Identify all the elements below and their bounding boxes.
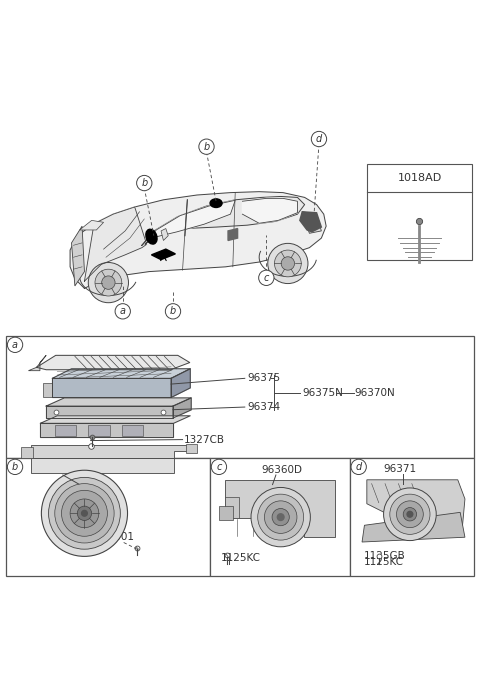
Circle shape bbox=[275, 250, 301, 277]
Text: 1018AD: 1018AD bbox=[397, 173, 442, 183]
Circle shape bbox=[70, 499, 99, 528]
Text: b: b bbox=[204, 142, 210, 151]
Text: a: a bbox=[12, 340, 18, 350]
Circle shape bbox=[396, 501, 423, 528]
Polygon shape bbox=[161, 228, 168, 241]
Text: 96360D: 96360D bbox=[262, 464, 302, 475]
Polygon shape bbox=[186, 444, 197, 454]
Polygon shape bbox=[70, 192, 326, 288]
Polygon shape bbox=[52, 369, 190, 379]
Bar bbox=[210, 458, 350, 576]
Circle shape bbox=[48, 477, 120, 549]
Circle shape bbox=[390, 494, 430, 535]
Circle shape bbox=[272, 509, 289, 526]
Circle shape bbox=[281, 256, 295, 270]
Bar bbox=[367, 164, 472, 260]
Polygon shape bbox=[31, 458, 174, 473]
Text: 1327CB: 1327CB bbox=[184, 434, 225, 445]
Polygon shape bbox=[142, 196, 305, 246]
Circle shape bbox=[251, 488, 311, 547]
Circle shape bbox=[258, 494, 304, 540]
Circle shape bbox=[259, 270, 274, 286]
Polygon shape bbox=[152, 249, 175, 260]
Polygon shape bbox=[122, 425, 144, 436]
Ellipse shape bbox=[210, 199, 222, 207]
Text: c: c bbox=[216, 462, 222, 472]
Text: b: b bbox=[141, 178, 147, 188]
Polygon shape bbox=[88, 425, 110, 436]
Polygon shape bbox=[36, 355, 190, 370]
Polygon shape bbox=[225, 496, 239, 518]
Text: 1125KC: 1125KC bbox=[363, 557, 404, 567]
Circle shape bbox=[199, 139, 214, 154]
Ellipse shape bbox=[146, 229, 157, 244]
Polygon shape bbox=[46, 398, 191, 406]
Text: 96301: 96301 bbox=[101, 532, 134, 542]
Text: 96375N: 96375N bbox=[302, 387, 343, 398]
Polygon shape bbox=[173, 398, 191, 418]
Circle shape bbox=[61, 490, 108, 536]
Polygon shape bbox=[40, 424, 173, 436]
Polygon shape bbox=[84, 207, 147, 281]
Circle shape bbox=[95, 269, 122, 296]
Circle shape bbox=[55, 484, 114, 543]
Polygon shape bbox=[300, 212, 322, 232]
Polygon shape bbox=[225, 480, 335, 537]
Bar bbox=[6, 458, 210, 576]
Bar bbox=[350, 458, 474, 576]
Polygon shape bbox=[242, 198, 298, 223]
Circle shape bbox=[312, 132, 326, 147]
Polygon shape bbox=[80, 220, 104, 230]
Polygon shape bbox=[171, 369, 190, 398]
Circle shape bbox=[137, 175, 152, 191]
Text: a: a bbox=[120, 306, 126, 316]
Polygon shape bbox=[219, 506, 233, 520]
Text: 96375: 96375 bbox=[247, 373, 280, 383]
Text: 1125GB: 1125GB bbox=[363, 551, 405, 561]
Text: 96374: 96374 bbox=[247, 402, 280, 412]
Text: b: b bbox=[12, 462, 18, 472]
Text: c: c bbox=[264, 273, 269, 283]
Polygon shape bbox=[302, 212, 322, 233]
Circle shape bbox=[88, 263, 129, 303]
Circle shape bbox=[211, 459, 227, 475]
Circle shape bbox=[277, 514, 284, 520]
Circle shape bbox=[351, 459, 366, 475]
Polygon shape bbox=[46, 406, 173, 418]
Circle shape bbox=[7, 337, 23, 353]
Circle shape bbox=[115, 303, 131, 319]
Circle shape bbox=[41, 470, 128, 557]
Bar bbox=[6, 336, 474, 458]
Text: 96371: 96371 bbox=[384, 464, 417, 474]
Text: d: d bbox=[356, 462, 362, 472]
Polygon shape bbox=[52, 379, 171, 398]
Polygon shape bbox=[21, 447, 33, 458]
Circle shape bbox=[82, 510, 87, 516]
Polygon shape bbox=[28, 355, 46, 371]
Text: 96370N: 96370N bbox=[355, 387, 396, 398]
Circle shape bbox=[384, 488, 436, 541]
Text: d: d bbox=[316, 134, 322, 144]
Polygon shape bbox=[367, 480, 465, 537]
Circle shape bbox=[403, 507, 417, 521]
Circle shape bbox=[7, 459, 23, 475]
Text: 1125KC: 1125KC bbox=[221, 553, 261, 563]
Polygon shape bbox=[31, 445, 189, 458]
Polygon shape bbox=[228, 228, 238, 241]
Polygon shape bbox=[362, 512, 465, 542]
Circle shape bbox=[102, 276, 115, 289]
Circle shape bbox=[77, 506, 92, 520]
Polygon shape bbox=[72, 226, 84, 286]
Circle shape bbox=[407, 512, 413, 517]
Text: 96331A: 96331A bbox=[44, 465, 84, 475]
Polygon shape bbox=[145, 201, 235, 244]
Polygon shape bbox=[40, 416, 190, 424]
Polygon shape bbox=[55, 425, 76, 436]
Polygon shape bbox=[43, 383, 52, 398]
Circle shape bbox=[264, 501, 297, 533]
Circle shape bbox=[268, 243, 308, 284]
Circle shape bbox=[165, 303, 180, 319]
Text: b: b bbox=[170, 306, 176, 316]
